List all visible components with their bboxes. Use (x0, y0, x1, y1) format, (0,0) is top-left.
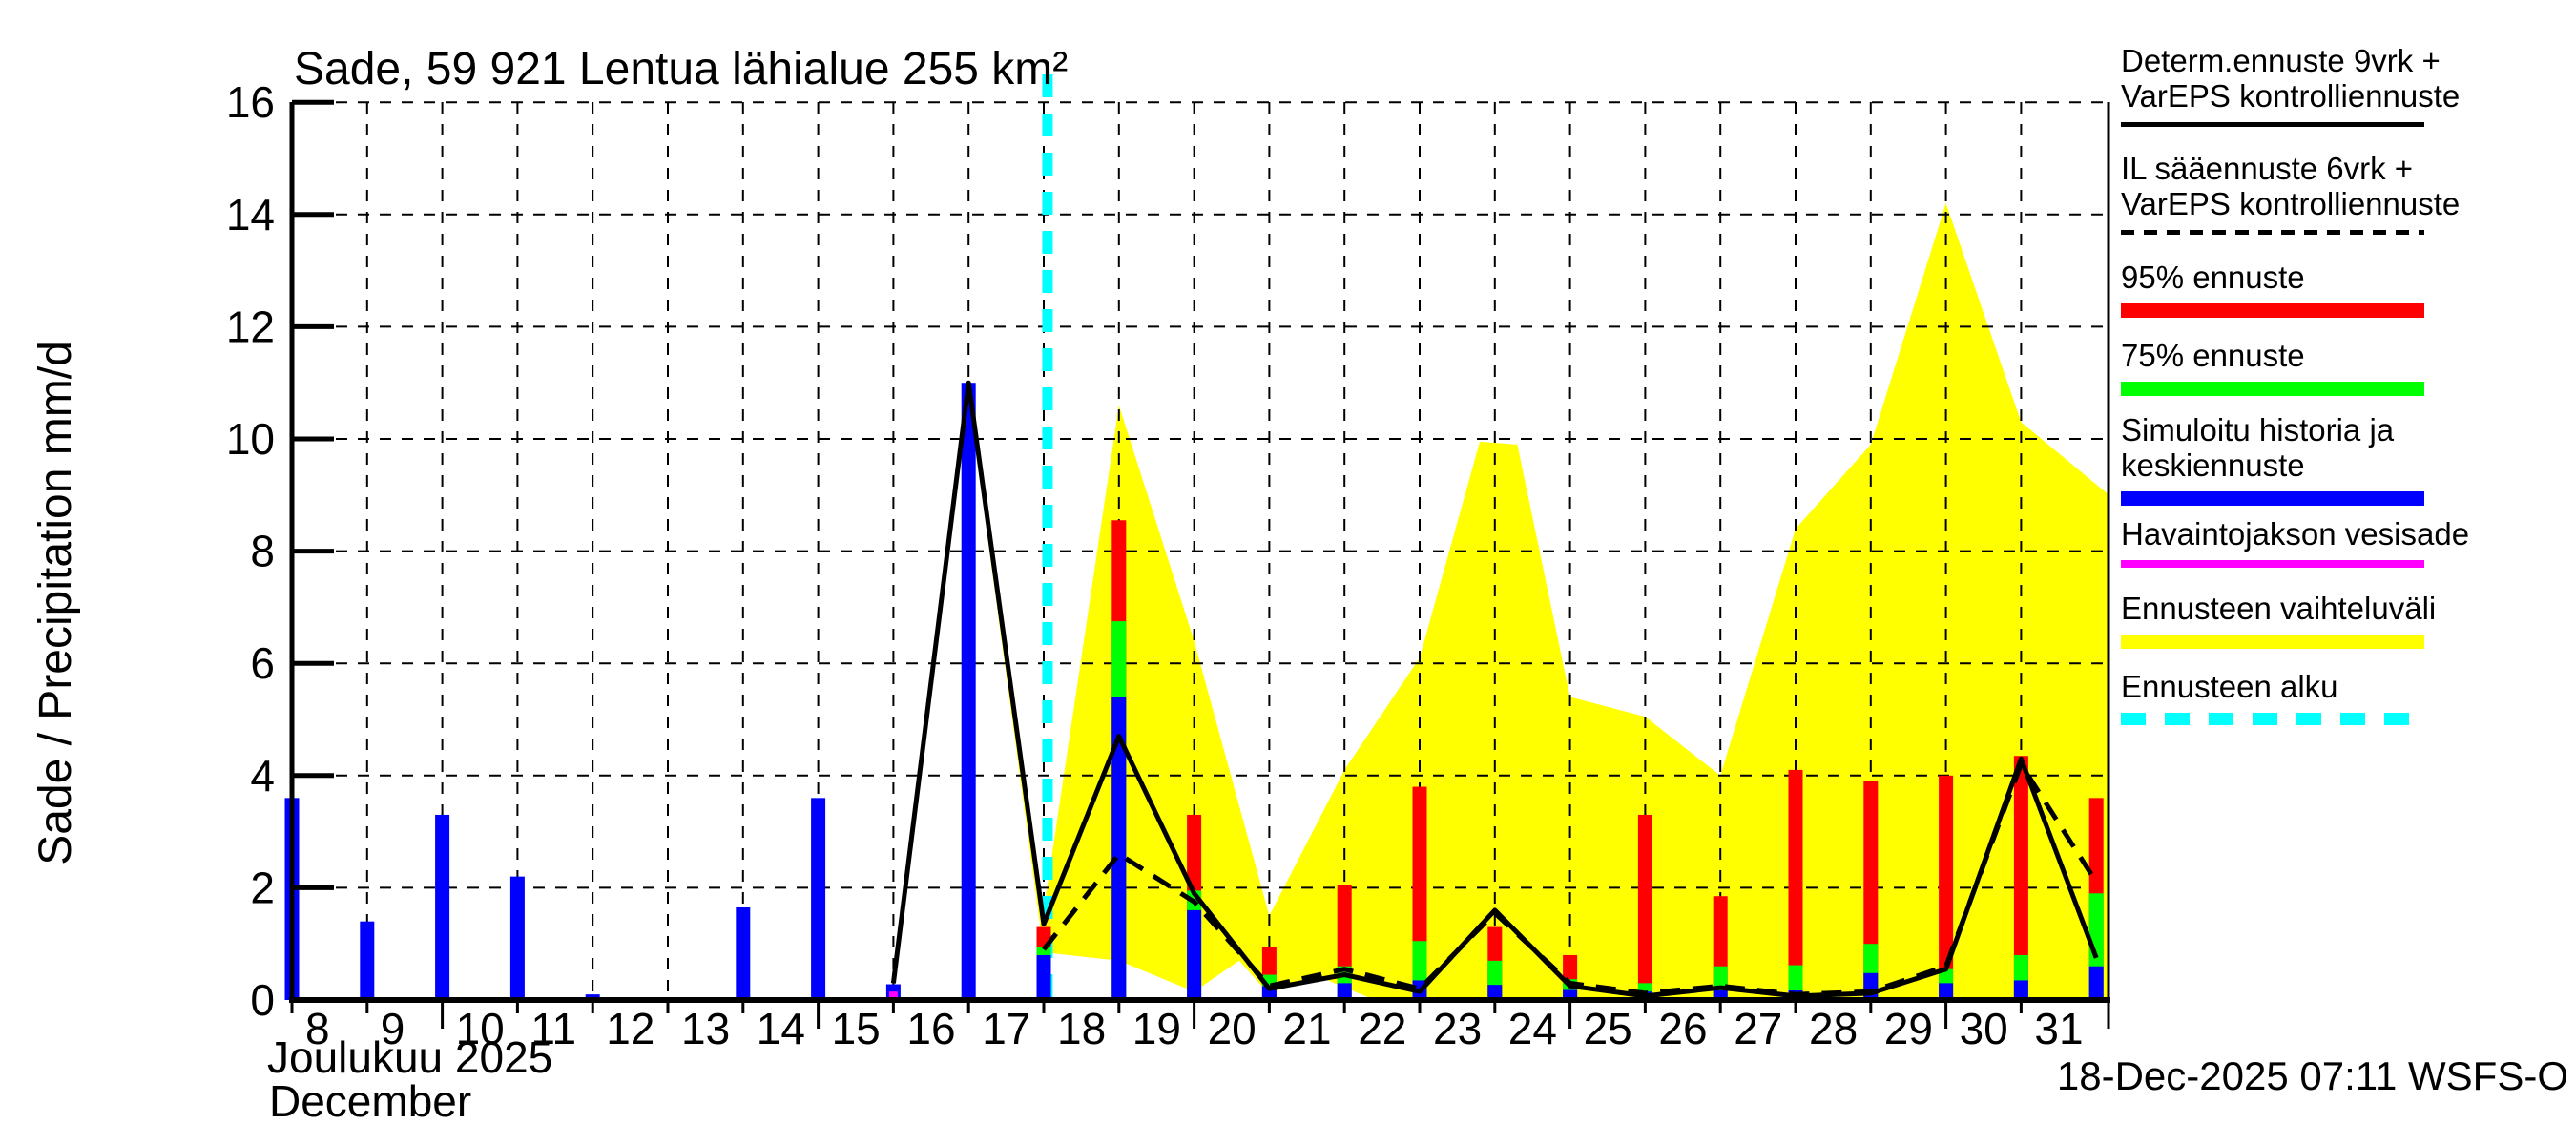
y-tick-label: 14 (226, 190, 275, 239)
forecast-mean-bar (1337, 983, 1352, 1000)
legend-item: Simuloitu historia ja keskiennuste (2121, 412, 2569, 506)
forecast-95pct-bar (1788, 769, 1803, 1000)
x-tick-label: 21 (1282, 1004, 1331, 1053)
x-tick-label: 8 (305, 1004, 330, 1053)
x-tick-label: 29 (1884, 1004, 1933, 1053)
legend-item: Havaintojakson vesisade (2121, 516, 2569, 568)
x-tick-label: 22 (1358, 1004, 1406, 1053)
legend-item-label: Ennusteen vaihteluväli (2121, 591, 2437, 626)
history-precip-bar (435, 814, 450, 1000)
history-precip-bar (509, 876, 525, 1000)
forecast-mean-bar (1863, 972, 1879, 1000)
forecast-95pct-bar (2013, 756, 2028, 1000)
legend-sample-line (2121, 303, 2424, 318)
y-tick-label: 6 (250, 638, 275, 688)
forecast-mean-bar (1563, 989, 1578, 1000)
legend-item-label: 75% ennuste (2121, 338, 2305, 373)
x-tick-label: 28 (1809, 1004, 1858, 1053)
forecast-mean-bar (1111, 697, 1127, 1000)
legend-sample-line (2121, 230, 2424, 235)
history-precip-bar (961, 383, 976, 1000)
legend-sample-line (2121, 491, 2424, 506)
month-label-fi: Joulukuu 2025 (267, 1032, 552, 1082)
x-tick-label: 26 (1658, 1004, 1707, 1053)
legend-item-label: Determ.ennuste 9vrk + VarEPS kontrollien… (2121, 43, 2461, 114)
forecast-95pct-bar (1939, 775, 1954, 1000)
x-tick-label: 14 (757, 1004, 805, 1053)
legend-sample-line (2121, 382, 2424, 396)
y-tick-label: 16 (226, 77, 275, 127)
forecast-mean-bar (1487, 985, 1503, 1000)
timestamp: 18-Dec-2025 07:11 WSFS-O (2057, 1053, 2568, 1098)
x-tick-label: 15 (832, 1004, 881, 1053)
x-tick-label: 23 (1433, 1004, 1482, 1053)
x-tick-label: 30 (1960, 1004, 2008, 1053)
legend-item: Ennusteen alku (2121, 669, 2569, 725)
y-tick-label: 4 (250, 751, 275, 801)
y-tick-label: 10 (226, 414, 275, 464)
legend-item-label: Havaintojakson vesisade (2121, 516, 2470, 552)
legend-item-label: IL sääennuste 6vrk + VarEPS kontrollienn… (2121, 151, 2461, 221)
y-tick-label: 2 (250, 863, 275, 912)
x-tick-label: 18 (1057, 1004, 1106, 1053)
forecast-mean-bar (1187, 909, 1202, 1000)
legend-item: IL sääennuste 6vrk + VarEPS kontrollienn… (2121, 151, 2569, 235)
month-label-en: December (269, 1076, 471, 1126)
chart-title: Sade, 59 921 Lentua lähialue 255 km² (294, 44, 1068, 94)
history-precip-bar (736, 906, 751, 1000)
x-tick-label: 20 (1208, 1004, 1257, 1053)
legend-sample-line (2121, 713, 2424, 725)
x-tick-label: 24 (1508, 1004, 1557, 1053)
x-tick-label: 10 (456, 1004, 505, 1053)
x-tick-label: 17 (982, 1004, 1030, 1053)
y-tick-label: 8 (250, 527, 275, 576)
x-tick-label: 27 (1734, 1004, 1782, 1053)
forecast-mean-bar (1713, 990, 1728, 1000)
x-tick-label: 25 (1584, 1004, 1632, 1053)
observed-water-precip-bar (888, 991, 898, 1000)
history-precip-bar (360, 921, 375, 1000)
forecast-mean-bar (2088, 966, 2104, 1000)
legend-item: Ennusteen vaihteluväli (2121, 591, 2569, 649)
legend-sample-line (2121, 635, 2424, 649)
il-weather-forecast-line (1042, 761, 2099, 997)
x-tick-label: 9 (381, 1004, 405, 1053)
x-tick-label: 11 (530, 1004, 576, 1053)
x-tick-label: 12 (606, 1004, 654, 1053)
forecast-mean-bar (1939, 983, 1954, 1000)
legend-item-label: 95% ennuste (2121, 260, 2305, 295)
y-axis-label: Sade / Precipitation mm/d (31, 341, 81, 865)
forecast-mean-bar (1036, 954, 1051, 1000)
forecast-mean-bar (2013, 980, 2028, 1000)
legend-item: Determ.ennuste 9vrk + VarEPS kontrollien… (2121, 43, 2569, 127)
legend-sample-line (2121, 122, 2424, 127)
legend-item: 75% ennuste (2121, 338, 2569, 396)
history-precip-bar (811, 798, 826, 1000)
x-tick-label: 31 (2034, 1004, 2083, 1053)
forecast-range-band (968, 203, 2109, 1000)
y-tick-label: 12 (226, 302, 275, 351)
x-tick-label: 13 (681, 1004, 730, 1053)
x-tick-label: 16 (906, 1004, 955, 1053)
legend-item-label: Ennusteen alku (2121, 669, 2338, 704)
legend-item: 95% ennuste (2121, 260, 2569, 318)
y-tick-label: 0 (250, 975, 275, 1025)
forecast-95pct-bar (1637, 814, 1652, 1000)
x-tick-label: 19 (1132, 1004, 1181, 1053)
legend-sample-line (2121, 560, 2424, 568)
legend-item-label: Simuloitu historia ja keskiennuste (2121, 412, 2395, 483)
